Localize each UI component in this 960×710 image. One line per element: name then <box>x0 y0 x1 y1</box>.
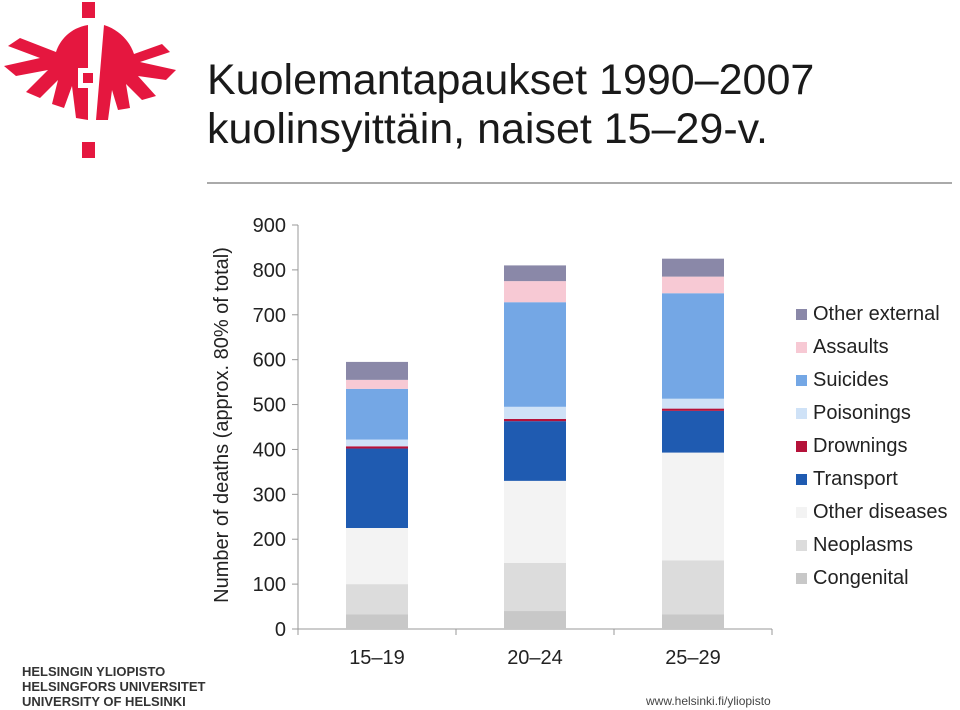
legend-label: Drownings <box>813 435 908 457</box>
x-tick-label: 25–29 <box>665 647 721 669</box>
legend-swatch <box>796 342 807 353</box>
legend-label: Other external <box>813 303 940 325</box>
university-name-sv: HELSINGFORS UNIVERSITET <box>22 679 206 694</box>
chart-legend: Other external Assaults Suicides Poisonings… <box>796 298 948 595</box>
legend-label: Poisonings <box>813 402 911 424</box>
university-names: HELSINGIN YLIOPISTO HELSINGFORS UNIVERSI… <box>22 664 205 709</box>
x-tick-label: 20–24 <box>507 647 563 669</box>
title-line-1: Kuolemantapaukset 1990–2007 <box>207 56 815 104</box>
bar-segment-drownings <box>504 418 566 422</box>
legend-item: Other external <box>796 298 948 331</box>
title-divider <box>207 182 952 184</box>
legend-swatch <box>796 375 807 386</box>
flame-logo-icon <box>4 2 176 158</box>
legend-swatch <box>796 441 807 452</box>
page-title: Kuolemantapaukset 1990–2007 kuolinsyittä… <box>207 56 814 154</box>
legend-label: Suicides <box>813 369 889 391</box>
y-tick-label: 200 <box>253 529 286 551</box>
bars <box>346 258 724 629</box>
bar-segment-other-diseases <box>504 480 566 564</box>
bar-segment-suicides <box>504 302 566 407</box>
bar-segment-congenital <box>346 614 408 629</box>
y-tick-label: 400 <box>253 439 286 461</box>
bar-segment-transport <box>346 448 408 528</box>
logo-cross-top <box>82 2 95 18</box>
legend-label: Assaults <box>813 336 889 358</box>
y-tick-label: 500 <box>253 395 286 417</box>
y-axis: 0 100 200 300 400 500 600 700 800 900 <box>253 215 299 641</box>
legend-swatch <box>796 507 807 518</box>
bar-segment-other-diseases <box>346 528 408 585</box>
bar-segment-neoplasms <box>346 584 408 615</box>
bar-segment-neoplasms <box>662 560 724 615</box>
footer-url: www.helsinki.fi/yliopisto <box>646 694 771 708</box>
bar-segment-suicides <box>662 293 724 399</box>
bar-segment-drownings <box>662 408 724 411</box>
legend-label: Neoplasms <box>813 534 914 556</box>
bar-segment-congenital <box>504 611 566 629</box>
bar-segment-poisonings <box>346 439 408 447</box>
university-name-fi: HELSINGIN YLIOPISTO <box>22 664 166 679</box>
university-name-en: UNIVERSITY OF HELSINKI <box>22 694 186 709</box>
bar-segment-neoplasms <box>504 563 566 612</box>
bar-segment-other-external <box>504 265 566 282</box>
legend-item: Other diseases <box>796 496 948 529</box>
y-tick-label: 600 <box>253 350 286 372</box>
bar-segment-other-diseases <box>662 452 724 561</box>
bar-segment-transport <box>504 421 566 481</box>
x-axis: 15–19 20–24 25–29 <box>297 628 773 669</box>
bar-segment-drownings <box>346 446 408 449</box>
legend-swatch <box>796 309 807 320</box>
flame-shape <box>4 25 176 120</box>
y-tick-label: 800 <box>253 260 286 282</box>
bar-segment-poisonings <box>662 398 724 409</box>
title-line-2: kuolinsyittäin, naiset 15–29-v. <box>207 105 768 153</box>
y-axis-label: Number of deaths (approx. 80% of total) <box>211 247 233 603</box>
y-tick-label: 900 <box>253 215 286 237</box>
bar-segment-congenital <box>662 614 724 629</box>
y-tick-label: 0 <box>275 619 286 641</box>
y-tick-label: 300 <box>253 484 286 506</box>
bar-segment-suicides <box>346 388 408 440</box>
legend-label: Congenital <box>813 567 909 589</box>
bar-segment-assaults <box>346 379 408 389</box>
legend-swatch <box>796 408 807 419</box>
logo-center-dot <box>83 73 93 83</box>
legend-item: Poisonings <box>796 397 948 430</box>
bar-segment-other-external <box>662 258 724 277</box>
legend-label: Other diseases <box>813 501 948 523</box>
legend-swatch <box>796 573 807 584</box>
legend-swatch <box>796 474 807 485</box>
bar-segment-assaults <box>504 281 566 303</box>
legend-item: Transport <box>796 463 948 496</box>
legend-label: Transport <box>813 468 898 490</box>
legend-item: Neoplasms <box>796 529 948 562</box>
bar-segment-transport <box>662 410 724 453</box>
y-tick-label: 700 <box>253 305 286 327</box>
logo-cross-bottom <box>82 142 95 158</box>
x-tick-label: 15–19 <box>349 647 405 669</box>
bar-segment-poisonings <box>504 406 566 419</box>
legend-swatch <box>796 540 807 551</box>
y-tick-label: 100 <box>253 574 286 596</box>
legend-item: Congenital <box>796 562 948 595</box>
bar-segment-assaults <box>662 276 724 294</box>
bar-segment-other-external <box>346 361 408 380</box>
legend-item: Drownings <box>796 430 948 463</box>
legend-item: Suicides <box>796 364 948 397</box>
legend-item: Assaults <box>796 331 948 364</box>
